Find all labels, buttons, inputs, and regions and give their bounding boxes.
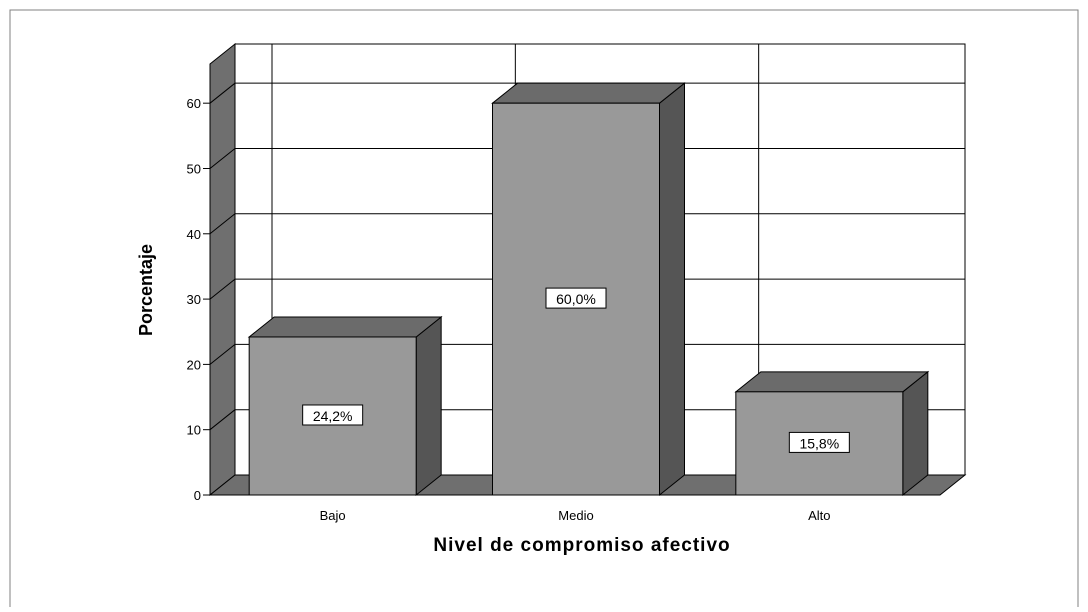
frame-border xyxy=(9,9,1079,607)
data-label-box xyxy=(788,431,850,453)
bar-bajo: 24,2% xyxy=(247,315,443,497)
gridline-wall xyxy=(209,82,236,104)
bar-top xyxy=(491,82,686,104)
y-tick-label: 20 xyxy=(187,357,201,372)
gridline-wall xyxy=(209,278,236,300)
y-axis: 0 10 20 30 40 50 60 xyxy=(187,96,210,503)
gridline-wall xyxy=(209,213,236,235)
data-label: 24,2% xyxy=(313,408,353,424)
x-tick-label: Medio xyxy=(558,508,593,523)
y-tick-label: 40 xyxy=(187,227,201,242)
bar-side xyxy=(415,315,442,497)
x-axis: Bajo Medio Alto xyxy=(320,508,831,523)
bar-top xyxy=(734,371,930,393)
bar-alto: 15,8% xyxy=(734,370,930,497)
y-tick-label: 30 xyxy=(187,292,201,307)
bar-medio: 60,0% xyxy=(491,82,686,497)
y-tick-label: 60 xyxy=(187,96,201,111)
bar-side xyxy=(902,370,929,497)
data-label: 60,0% xyxy=(556,291,596,307)
x-tick-label: Alto xyxy=(808,508,830,523)
gridline-wall xyxy=(209,409,236,431)
y-tick-label: 0 xyxy=(194,488,201,503)
y-tick-label: 50 xyxy=(187,161,201,176)
gridline-wall xyxy=(209,344,236,365)
y-axis-label: Porcentaje xyxy=(136,244,156,336)
data-label: 15,8% xyxy=(799,435,839,451)
data-label-box xyxy=(545,287,607,309)
x-tick-label: Bajo xyxy=(320,508,346,523)
x-axis-label: Nivel de compromiso afectivo xyxy=(433,535,730,556)
bar-side xyxy=(659,82,685,497)
y-tick-label: 10 xyxy=(187,423,201,438)
gridline-wall xyxy=(209,148,236,169)
bars: 24,2% 60,0% 15,8% xyxy=(247,82,930,497)
left-wall xyxy=(209,42,236,497)
data-label-box xyxy=(302,404,364,426)
bar-top xyxy=(247,316,443,338)
